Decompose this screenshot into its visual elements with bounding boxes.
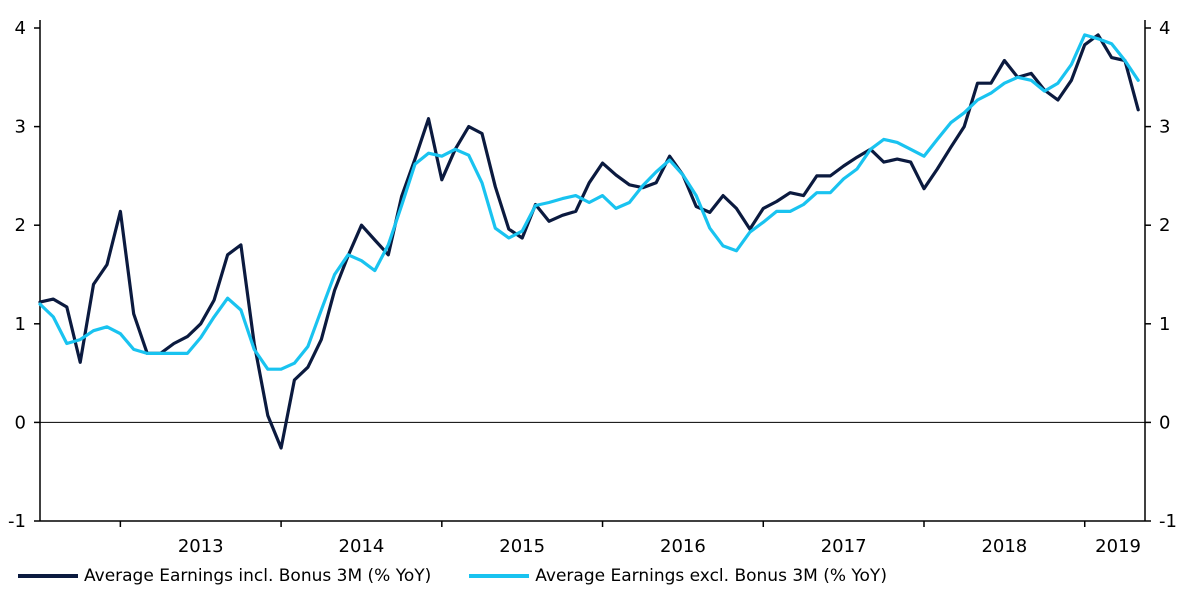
y-tick-label-left: 2 (15, 215, 26, 236)
y-tick-label-right: 0 (1159, 412, 1170, 433)
line-chart: -1 -1 0 0 1 1 2 2 3 3 4 4 2013 2014 2015 2016 2017 2018 20… (8, 18, 1177, 557)
y-tick-label-left: 4 (15, 18, 26, 39)
x-tick-label: 2013 (178, 536, 224, 557)
x-tick-label: 2015 (499, 536, 545, 557)
legend-item-incl-bonus: Average Earnings incl. Bonus 3M (% YoY) (18, 566, 431, 586)
y-tick-label-right: 3 (1159, 117, 1170, 138)
series-line-incl-bonus (38, 33, 1140, 450)
x-tick-label: 2017 (821, 536, 867, 557)
x-tick-label: 2014 (339, 536, 385, 557)
legend-swatch-excl-bonus (469, 574, 530, 578)
legend-item-excl-bonus: Average Earnings excl. Bonus 3M (% YoY) (469, 566, 887, 586)
x-tick-label: 2016 (660, 536, 706, 557)
x-tick-label: 2019 (1095, 536, 1141, 557)
legend: Average Earnings incl. Bonus 3M (% YoY) … (18, 566, 925, 586)
y-tick-label-left: 0 (15, 412, 26, 433)
legend-label-excl-bonus: Average Earnings excl. Bonus 3M (% YoY) (535, 566, 887, 586)
y-tick-label-left: 1 (15, 314, 26, 335)
legend-swatch-incl-bonus (18, 574, 78, 578)
y-tick-label-left: 3 (15, 117, 26, 138)
y-tick-label-right: 1 (1159, 314, 1170, 335)
x-tick-label: 2018 (981, 536, 1027, 557)
y-tick-label-left: -1 (8, 511, 26, 532)
legend-label-incl-bonus: Average Earnings incl. Bonus 3M (% YoY) (84, 566, 432, 586)
y-tick-label-right: 2 (1159, 215, 1170, 236)
series-line-excl-bonus (38, 33, 1140, 371)
y-tick-label-right: 4 (1159, 18, 1170, 39)
y-tick-label-right: -1 (1159, 511, 1177, 532)
